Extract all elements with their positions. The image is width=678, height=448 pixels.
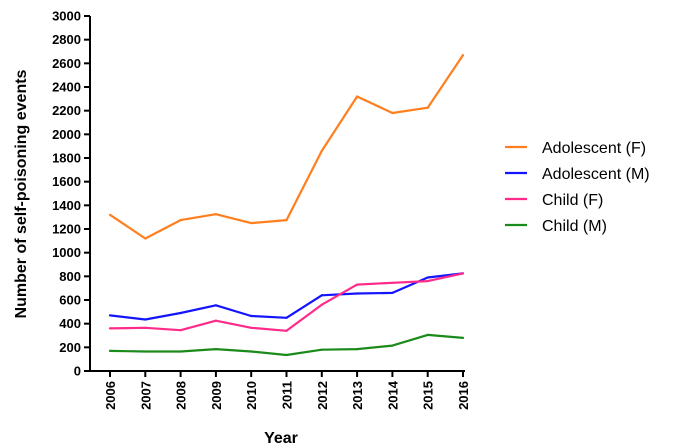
y-tick-label: 200 <box>59 340 81 355</box>
data-point <box>144 318 147 321</box>
series-line-adolescent-m <box>109 272 464 321</box>
data-point <box>320 149 323 152</box>
data-point <box>108 327 112 330</box>
data-point <box>250 314 253 318</box>
legend-label: Adolescent (M) <box>542 166 650 183</box>
data-point <box>320 348 323 351</box>
y-tick-label: 1800 <box>52 151 81 166</box>
x-tick-label: 2012 <box>315 381 330 410</box>
data-point <box>144 326 147 329</box>
x-tick-label: 2010 <box>244 381 259 410</box>
data-point <box>391 281 394 284</box>
data-point <box>179 350 182 353</box>
y-tick-label: 3000 <box>52 9 81 24</box>
data-point <box>179 311 182 315</box>
data-point <box>144 350 147 353</box>
y-tick-label: 0 <box>74 364 81 379</box>
data-point <box>356 292 359 295</box>
y-tick-label: 1400 <box>52 198 81 213</box>
y-tick-label: 1000 <box>52 245 81 260</box>
data-point <box>108 314 112 317</box>
data-point <box>461 336 465 339</box>
data-point <box>285 329 288 332</box>
data-point <box>108 213 112 216</box>
x-tick-label: 2009 <box>209 381 224 410</box>
x-axis-title: Year <box>264 430 298 447</box>
data-point <box>108 349 112 352</box>
data-point <box>179 329 182 332</box>
data-point <box>461 53 465 57</box>
series-lines <box>108 53 465 357</box>
y-axis: 0 200 400 600 800 1000 1200 1400 1600 1800 2000 220… <box>52 9 91 379</box>
y-tick-label: 1200 <box>52 222 81 237</box>
data-point <box>426 279 429 283</box>
data-point <box>426 333 429 337</box>
data-point <box>356 348 359 351</box>
data-point <box>285 353 288 357</box>
data-point <box>461 272 465 275</box>
data-point <box>144 237 147 240</box>
legend-label: Child (F) <box>542 192 603 209</box>
data-point <box>214 213 217 216</box>
data-point <box>320 294 323 297</box>
x-tick-label: 2013 <box>350 381 365 410</box>
data-point <box>391 111 394 115</box>
y-tick-label: 2400 <box>52 80 81 95</box>
data-point <box>214 348 217 351</box>
data-point <box>250 350 253 353</box>
legend: Adolescent (F) Adolescent (M) Child (F) Chi… <box>505 140 650 235</box>
y-tick-label: 400 <box>59 316 81 331</box>
y-tick-label: 1600 <box>52 174 81 189</box>
series-line-child-m <box>109 333 464 357</box>
data-point <box>356 95 359 98</box>
data-point <box>391 291 394 294</box>
x-tick-label: 2008 <box>174 381 189 410</box>
data-point <box>356 283 359 286</box>
y-axis-title: Number of self-poisoning events <box>13 69 30 318</box>
data-point <box>250 221 253 225</box>
legend-label: Adolescent (F) <box>542 140 646 157</box>
x-tick-label: 2007 <box>138 381 153 410</box>
y-tick-label: 800 <box>59 269 81 284</box>
data-point <box>320 303 323 306</box>
data-point <box>250 326 253 329</box>
x-tick-label: 2014 <box>385 380 400 410</box>
legend-label: Child (M) <box>542 218 607 235</box>
data-point <box>285 316 288 319</box>
data-point <box>426 276 429 279</box>
x-tick-label: 2016 <box>456 381 471 410</box>
y-tick-label: 2200 <box>52 103 81 118</box>
data-point <box>426 106 429 109</box>
y-tick-label: 2800 <box>52 32 81 47</box>
series-line-child-f <box>109 272 464 332</box>
x-tick-label: 2011 <box>280 381 295 409</box>
data-point <box>285 219 288 222</box>
y-tick-label: 2000 <box>52 127 81 142</box>
data-point <box>179 219 182 222</box>
x-tick-label: 2006 <box>103 381 118 410</box>
x-axis: 2006 2007 2008 2009 2010 2011 2012 2013 2014 2015… <box>89 370 471 410</box>
data-point <box>214 304 217 307</box>
data-point <box>214 319 217 322</box>
y-tick-label: 600 <box>59 293 81 308</box>
y-tick-label: 2600 <box>52 56 81 71</box>
series-line-adolescent-f <box>109 54 464 240</box>
x-tick-label: 2015 <box>421 381 436 410</box>
data-point <box>391 344 394 347</box>
